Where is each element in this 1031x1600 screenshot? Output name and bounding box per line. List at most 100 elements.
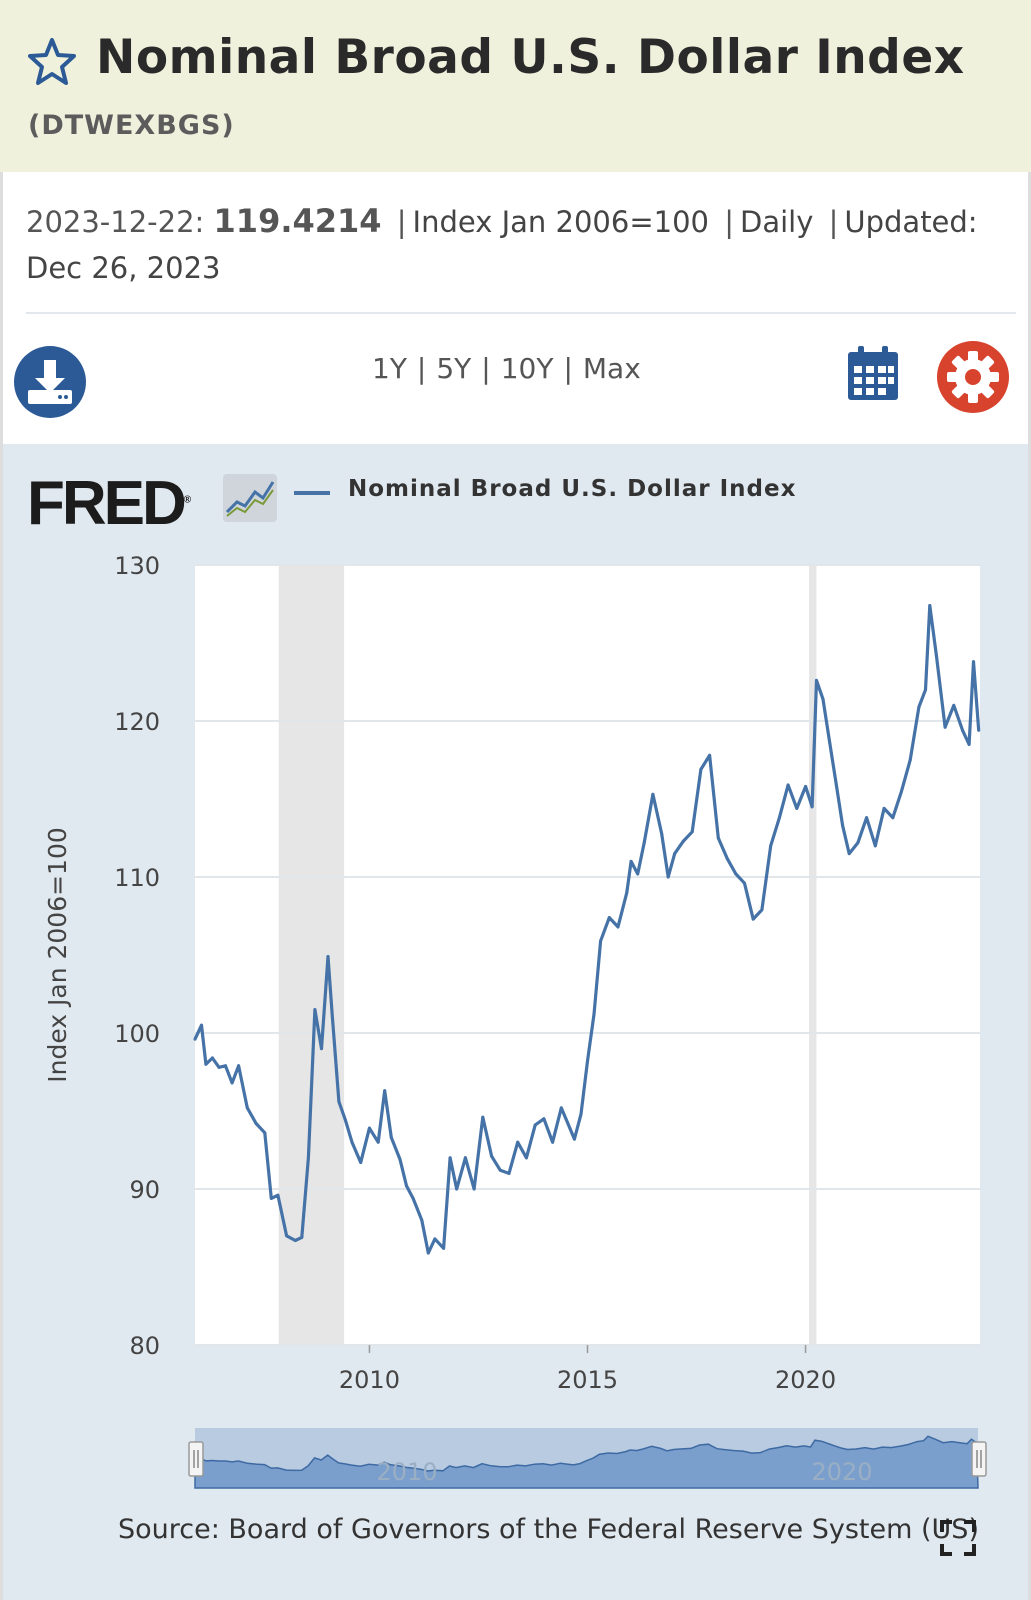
data-point [971, 660, 975, 664]
data-point [572, 1137, 576, 1141]
data-point [367, 1126, 371, 1130]
data-point [834, 781, 838, 785]
data-point [383, 1089, 387, 1093]
data-point [481, 1115, 485, 1119]
updated-label: Updated: [844, 205, 978, 239]
data-point [276, 1193, 280, 1197]
navigator-series [194, 1435, 979, 1489]
data-point [795, 806, 799, 810]
data-point [804, 785, 808, 789]
data-point [405, 1184, 409, 1188]
navigator-right-handle[interactable] [971, 1441, 987, 1477]
data-point [193, 1037, 197, 1041]
range-5y[interactable]: 5Y [436, 352, 472, 385]
data-point [245, 1106, 249, 1110]
data-point [426, 1251, 430, 1255]
data-point [599, 939, 603, 943]
data-point [217, 1065, 221, 1069]
data-point [934, 653, 938, 657]
data-point [326, 955, 330, 959]
source-note: Source: Board of Governors of the Federa… [118, 1514, 979, 1545]
y-tick-label: 90 [129, 1176, 160, 1204]
data-point [389, 1136, 393, 1140]
data-point [230, 1081, 234, 1085]
data-point [917, 705, 921, 709]
updated-date: Dec 26, 2023 [26, 251, 221, 285]
data-point [551, 1140, 555, 1144]
separator: | [396, 205, 407, 239]
range-max[interactable]: Max [582, 352, 641, 385]
data-point [891, 816, 895, 820]
x-tick-label: 2015 [557, 1366, 618, 1394]
data-point [734, 872, 738, 876]
download-button[interactable] [14, 346, 86, 418]
separator: | [724, 205, 734, 239]
frequency-text: Daily [739, 205, 814, 239]
data-point [629, 859, 633, 863]
data-point [841, 824, 845, 828]
data-point [625, 891, 629, 895]
data-point [343, 1118, 347, 1122]
fred-logo: FRED® [27, 468, 191, 539]
data-point [204, 1062, 208, 1066]
legend-series-name[interactable]: Nominal Broad U.S. Dollar Index [348, 476, 797, 502]
navigator-label: 2010 [376, 1458, 437, 1486]
registered-mark: ® [183, 494, 192, 506]
data-point [350, 1140, 354, 1144]
data-point [821, 697, 825, 701]
data-point [269, 1196, 273, 1200]
observation-value: 119.4214 [213, 202, 382, 240]
range-1y[interactable]: 1Y [372, 352, 407, 385]
data-point [579, 1112, 583, 1116]
data-point [943, 725, 947, 729]
units-text: Index Jan 2006=100 [412, 205, 709, 239]
data-point [224, 1064, 228, 1068]
data-point [810, 805, 814, 809]
data-point [542, 1117, 546, 1121]
data-point [636, 872, 640, 876]
separator: | [416, 352, 427, 385]
y-tick-label: 110 [114, 864, 160, 892]
observation-date: 2023-12-22: [26, 205, 205, 239]
data-point [847, 852, 851, 856]
data-point [448, 1156, 452, 1160]
data-point [725, 856, 729, 860]
data-point [977, 728, 981, 732]
range-10y[interactable]: 10Y [500, 352, 554, 385]
data-point [411, 1196, 415, 1200]
navigator-left-handle[interactable] [188, 1441, 204, 1477]
y-tick-label: 120 [114, 708, 160, 736]
data-point [908, 758, 912, 762]
data-point [928, 604, 932, 608]
data-point [666, 875, 670, 879]
data-point [708, 753, 712, 757]
page-title: Nominal Broad U.S. Dollar Index [96, 30, 965, 85]
data-point [923, 688, 927, 692]
brand-text: FRED [27, 469, 187, 538]
fred-chart-icon [223, 474, 277, 522]
data-point [786, 783, 790, 787]
data-point [330, 1015, 334, 1019]
data-point [472, 1187, 476, 1191]
y-tick-label: 130 [114, 552, 160, 580]
data-point [293, 1238, 297, 1242]
y-tick-label: 100 [114, 1020, 160, 1048]
star-icon[interactable] [26, 36, 78, 88]
data-point [455, 1187, 459, 1191]
data-point [490, 1154, 494, 1158]
data-point [498, 1168, 502, 1172]
data-point [699, 767, 703, 771]
data-point [200, 1023, 204, 1027]
calendar-icon[interactable] [846, 344, 900, 402]
data-point [254, 1121, 258, 1125]
legend-swatch [294, 491, 330, 495]
gear-icon[interactable] [936, 340, 1010, 414]
recession-band [809, 565, 817, 1345]
observation-info: 2023-12-22: 119.4214 | Index Jan 2006=100… [26, 198, 1016, 291]
data-point [507, 1171, 511, 1175]
fullscreen-icon[interactable] [940, 1520, 976, 1556]
separator: | [481, 352, 491, 385]
data-point [690, 830, 694, 834]
